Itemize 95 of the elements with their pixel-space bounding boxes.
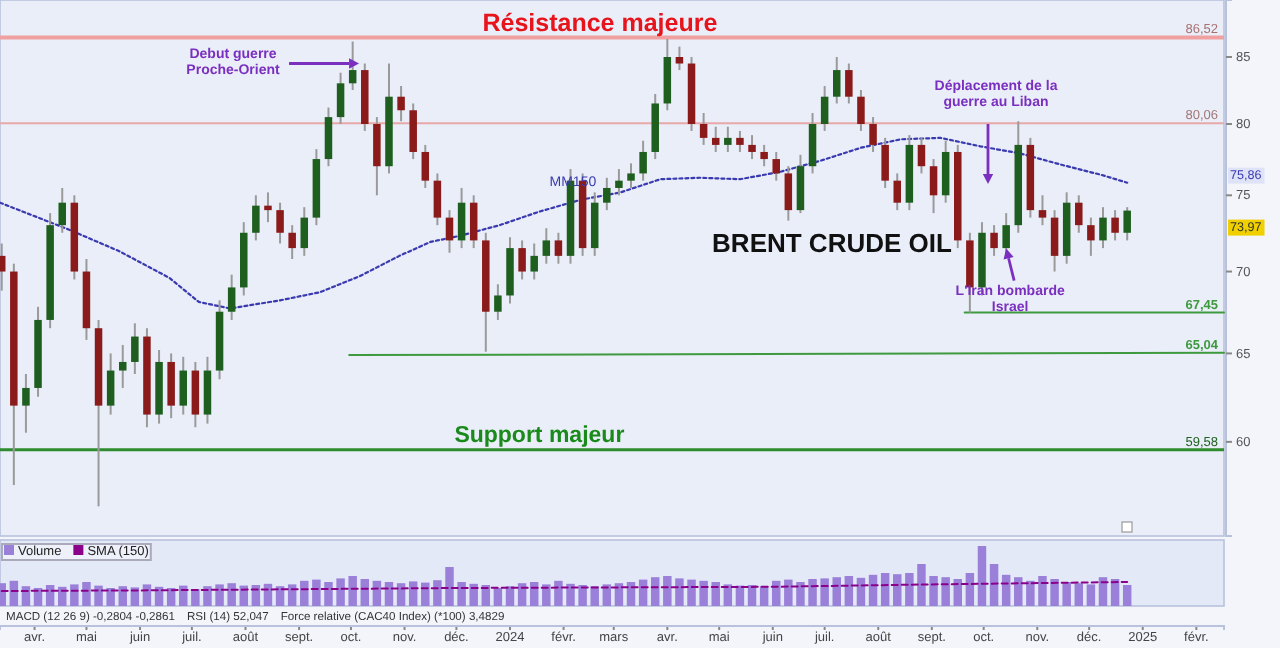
candlestick	[373, 116, 381, 197]
candlestick	[324, 106, 333, 168]
candlestick	[433, 172, 442, 227]
candlestick	[784, 165, 793, 222]
candlestick	[1050, 209, 1059, 273]
bar	[408, 581, 418, 606]
bar	[614, 583, 624, 606]
bar	[396, 583, 406, 606]
annotation: Résistance majeure	[482, 9, 718, 38]
candlestick	[699, 111, 708, 146]
bar	[856, 577, 866, 606]
candlestick	[1038, 194, 1047, 227]
bar	[893, 574, 902, 606]
candlestick	[494, 283, 502, 321]
line-series	[0, 136, 1129, 310]
bar	[844, 576, 854, 606]
candlestick	[22, 373, 30, 434]
bar	[965, 573, 975, 606]
candlestick	[639, 139, 647, 182]
candlestick	[748, 134, 756, 161]
candlestick	[506, 236, 514, 305]
candlestick	[627, 162, 635, 189]
candlestick	[845, 62, 853, 105]
bar	[832, 577, 841, 606]
annotation: Support majeur	[454, 423, 626, 448]
candlestick	[1111, 209, 1119, 242]
candlestick	[724, 125, 732, 153]
candlestick	[893, 172, 902, 212]
candlestick	[820, 84, 829, 132]
candlestick	[264, 191, 272, 224]
candlestick	[590, 191, 599, 257]
candlestick	[530, 242, 538, 281]
candlestick	[796, 153, 805, 215]
bar	[1098, 577, 1108, 606]
bar	[1074, 583, 1084, 606]
candlestick	[469, 194, 478, 250]
bar	[977, 546, 987, 606]
candlestick	[736, 129, 744, 153]
candlestick	[131, 322, 139, 376]
bar	[723, 584, 733, 606]
bar	[602, 584, 612, 606]
candlestick	[711, 125, 720, 153]
candlestick	[397, 84, 405, 123]
candlestick	[1087, 216, 1095, 257]
candlestick	[252, 194, 260, 242]
candlestick	[663, 37, 672, 112]
candlestick	[457, 186, 466, 250]
candlestick	[167, 352, 175, 420]
bar	[1122, 585, 1132, 606]
candlestick	[760, 143, 768, 168]
bar	[1086, 584, 1096, 606]
bar	[953, 579, 962, 606]
candlestick	[929, 158, 938, 215]
bar	[0, 583, 6, 606]
candlestick	[58, 186, 66, 234]
candlestick	[857, 88, 865, 132]
candlestick	[0, 242, 6, 292]
candlestick	[336, 71, 345, 125]
candlestick	[300, 206, 309, 257]
bar	[493, 588, 503, 606]
candlestick	[118, 343, 127, 389]
candlestick	[554, 231, 563, 265]
candlestick	[603, 176, 611, 212]
candlestick	[542, 227, 551, 265]
candlestick	[990, 224, 998, 257]
bar	[989, 564, 999, 606]
candlestick	[421, 143, 430, 189]
candlestick	[615, 168, 623, 197]
candlestick	[348, 40, 357, 91]
candlestick	[808, 111, 817, 175]
bar	[517, 583, 527, 606]
candlestick	[1075, 194, 1083, 234]
candlestick	[409, 102, 417, 161]
bar	[142, 584, 152, 606]
candlestick	[881, 136, 889, 189]
candlestick	[675, 45, 684, 72]
candlestick	[832, 56, 841, 105]
text: BRENT CRUDE OIL	[712, 228, 952, 258]
candlestick	[179, 355, 188, 416]
candlestick	[203, 355, 212, 425]
candlestick	[518, 239, 526, 281]
candlestick	[917, 136, 926, 175]
candlestick	[191, 360, 200, 429]
candlestick	[276, 201, 284, 245]
candlestick	[1099, 206, 1107, 250]
candlestick	[772, 150, 780, 182]
candlestick	[869, 116, 877, 153]
bar	[287, 584, 297, 606]
candlestick	[1123, 206, 1131, 242]
candlestick	[445, 209, 454, 254]
candlestick	[288, 224, 296, 260]
candlestick	[227, 273, 236, 321]
candlestick	[106, 352, 115, 416]
bar	[384, 582, 394, 606]
candlestick	[941, 139, 950, 204]
